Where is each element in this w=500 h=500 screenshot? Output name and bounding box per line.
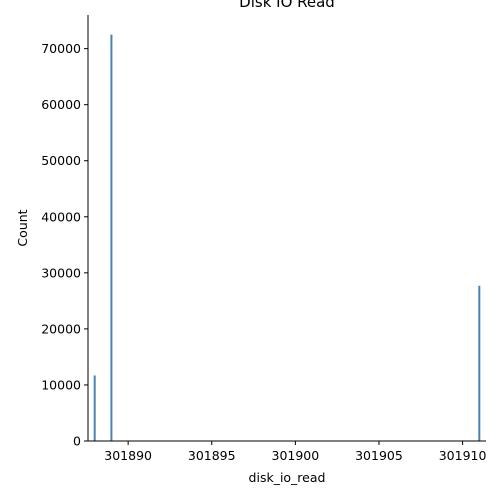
- x-tick-label: 301895: [188, 448, 236, 463]
- histogram-bar: [110, 34, 113, 442]
- x-axis-ticks: 301890 301895 301900 301905 301910: [104, 441, 486, 463]
- chart-title: Disk IO Read: [239, 0, 335, 11]
- x-tick-label: 301905: [355, 448, 403, 463]
- bars-layer: [93, 34, 481, 442]
- y-tick-label: 60000: [41, 97, 81, 112]
- y-tick-label: 0: [73, 434, 81, 449]
- y-tick-label: 70000: [41, 41, 81, 56]
- x-tick-label: 301890: [104, 448, 152, 463]
- y-tick-label: 10000: [41, 377, 81, 392]
- y-axis-label: Count: [15, 209, 30, 246]
- x-axis-label: disk_io_read: [249, 470, 326, 485]
- histogram-bar: [93, 375, 96, 441]
- histogram-bar: [478, 285, 481, 441]
- y-tick-label: 40000: [41, 209, 81, 224]
- y-tick-label: 50000: [41, 153, 81, 168]
- y-tick-label: 30000: [41, 265, 81, 280]
- y-tick-label: 20000: [41, 321, 81, 336]
- x-tick-label: 301910: [439, 448, 487, 463]
- x-tick-label: 301900: [272, 448, 320, 463]
- y-axis-ticks: 0 10000 20000 30000 40000 50000 60000 70000: [41, 41, 88, 449]
